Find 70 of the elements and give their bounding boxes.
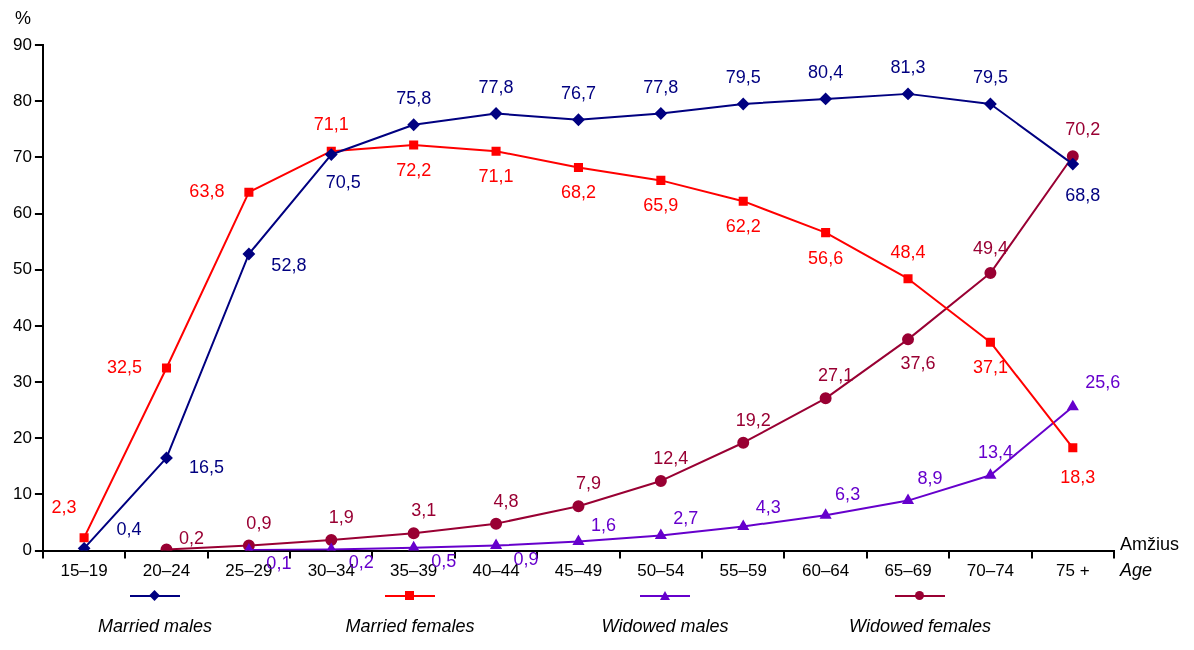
data-label: 77,8	[478, 76, 514, 97]
data-label: 13,4	[977, 442, 1013, 463]
data-label: 6,3	[835, 484, 861, 505]
x-tick-label: 50–54	[637, 561, 685, 581]
data-label: 65,9	[643, 195, 679, 216]
data-label: 32,5	[106, 356, 143, 377]
y-tick-label: 30	[12, 371, 32, 391]
data-label: 72,2	[396, 159, 432, 180]
y-tick-label: 10	[12, 484, 32, 504]
data-label: 81,3	[890, 56, 926, 77]
y-tick-label: 20	[12, 427, 32, 447]
data-label: 80,4	[808, 61, 844, 82]
data-label: 27,1	[818, 365, 854, 386]
legend-label: Married females	[344, 616, 476, 637]
x-tick-label: 15–19	[60, 561, 108, 581]
data-label: 56,6	[808, 247, 844, 268]
y-tick-label: 60	[12, 203, 32, 223]
y-tick-label: 40	[12, 315, 32, 335]
data-label: 79,5	[972, 66, 1008, 87]
data-label: 68,8	[1065, 185, 1101, 206]
data-label: 63,8	[189, 181, 225, 202]
data-label: 19,2	[735, 409, 771, 430]
x-tick-label: 65–69	[884, 561, 932, 581]
data-label: 4,3	[755, 497, 781, 518]
x-axis-title: Amžius Age	[1119, 533, 1180, 580]
x-tick-label: 55–59	[719, 561, 767, 581]
data-label: 0,2	[178, 528, 205, 549]
data-label: 37,6	[900, 353, 936, 374]
data-label: 62,2	[725, 216, 761, 237]
data-label: 75,8	[396, 87, 432, 108]
legend-label: Married males	[97, 616, 213, 637]
data-label: 2,3	[51, 496, 77, 517]
data-label: 71,1	[478, 166, 514, 187]
data-label: 1,6	[590, 514, 616, 535]
data-label: 79,5	[725, 66, 761, 87]
data-label: 7,9	[575, 473, 601, 494]
y-tick-label: 70	[12, 147, 32, 167]
data-label: 70,2	[1065, 119, 1101, 140]
y-tick-label: 80	[12, 90, 32, 110]
data-label: 49,4	[972, 238, 1008, 259]
data-label: 3,1	[411, 500, 437, 521]
y-tick-label: 0	[22, 540, 32, 560]
x-tick-label: 45–49	[554, 561, 603, 581]
legend-label: Widowed females	[848, 616, 992, 637]
data-label: 4,8	[493, 490, 519, 511]
x-tick-label: 75 +	[1056, 561, 1090, 581]
data-label: 52,8	[271, 254, 307, 275]
data-label: 1,9	[328, 506, 354, 527]
x-tick-label: 20–24	[142, 561, 191, 581]
data-label: 48,4	[890, 241, 926, 262]
data-label: 77,8	[643, 76, 679, 97]
data-label: 0,4	[116, 519, 142, 540]
y-tick-label: 50	[12, 259, 32, 279]
data-label: 2,7	[673, 508, 699, 529]
data-label: 0,9	[246, 512, 272, 533]
y-axis-title: %	[14, 7, 31, 28]
data-label: 70,5	[325, 171, 361, 192]
x-tick-label: 70–74	[966, 561, 1015, 581]
y-tick-label: 90	[12, 34, 32, 54]
data-label: 37,1	[972, 357, 1008, 378]
data-label: 8,9	[917, 467, 943, 488]
data-label: 71,1	[313, 114, 349, 135]
x-tick-label: 60–64	[801, 561, 850, 581]
data-label: 25,6	[1085, 371, 1121, 392]
data-label: 76,7	[560, 82, 596, 103]
data-label: 18,3	[1060, 466, 1096, 487]
data-label: 16,5	[188, 456, 225, 477]
data-label: 68,2	[560, 182, 596, 203]
data-label: 12,4	[653, 447, 689, 468]
legend-label: Widowed males	[600, 616, 730, 637]
